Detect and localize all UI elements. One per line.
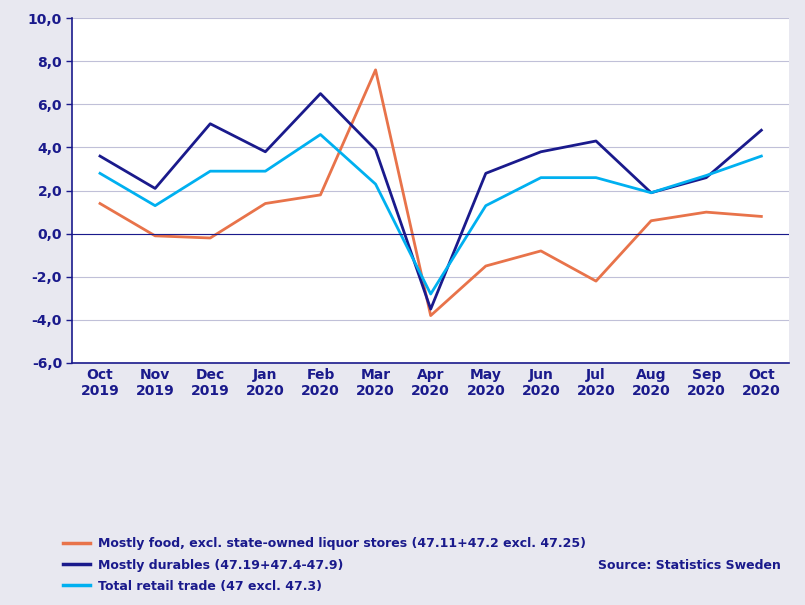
Text: Source: Statistics Sweden: Source: Statistics Sweden — [598, 559, 781, 572]
Legend: Mostly food, excl. state-owned liquor stores (47.11+47.2 excl. 47.25), Mostly du: Mostly food, excl. state-owned liquor st… — [63, 537, 585, 593]
